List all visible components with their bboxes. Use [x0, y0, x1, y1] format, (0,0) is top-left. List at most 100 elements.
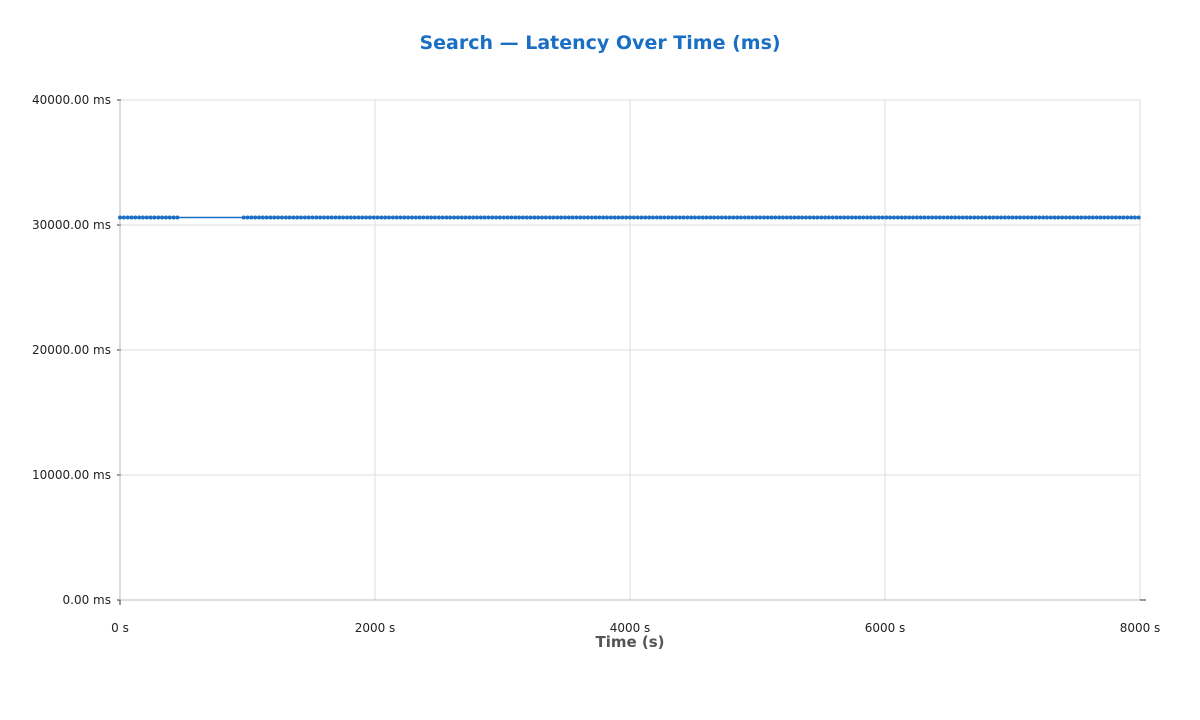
data-point [171, 215, 176, 220]
y-tick-label: 40000.00 ms [32, 93, 111, 107]
data-point [777, 215, 782, 220]
data-point [1029, 215, 1034, 220]
data-point [1044, 215, 1049, 220]
data-point [429, 215, 434, 220]
data-point [1090, 215, 1095, 220]
data-point [1117, 215, 1122, 220]
data-point [612, 215, 617, 220]
data-point [865, 215, 870, 220]
data-point [1087, 215, 1091, 220]
data-point [796, 215, 801, 220]
data-point [375, 215, 380, 220]
data-point [1060, 215, 1065, 220]
data-point [268, 215, 273, 220]
data-point [306, 215, 311, 220]
data-point [624, 215, 629, 220]
data-point [750, 215, 755, 220]
data-point [834, 215, 839, 220]
x-tick-label: 8000 s [1120, 621, 1161, 635]
data-point [914, 215, 919, 220]
data-point [121, 215, 126, 220]
data-point [494, 215, 499, 220]
data-point [387, 215, 391, 220]
data-point [563, 215, 567, 220]
data-point [800, 215, 805, 220]
data-point [685, 215, 690, 220]
x-tick-label: 0 s [111, 621, 129, 635]
data-point [513, 215, 518, 220]
data-point [647, 215, 652, 220]
data-point [156, 215, 161, 220]
data-point [1010, 215, 1015, 220]
data-point [995, 215, 1000, 220]
data-point [662, 215, 667, 220]
data-point [620, 215, 625, 220]
data-point [635, 215, 640, 220]
data-point [934, 215, 938, 220]
data-point [960, 215, 965, 220]
data-point [945, 215, 950, 220]
data-point [371, 215, 376, 220]
data-point [941, 215, 946, 220]
data-point [830, 215, 835, 220]
data-point [1006, 215, 1011, 220]
data-point [1094, 215, 1099, 220]
data-point [295, 215, 300, 220]
data-point [524, 215, 529, 220]
data-point [160, 215, 165, 220]
data-point [773, 215, 778, 220]
data-point [167, 215, 172, 220]
data-point [723, 215, 728, 220]
data-point [1121, 215, 1126, 220]
data-point [926, 215, 931, 220]
data-point [1014, 215, 1019, 220]
data-point [390, 215, 395, 220]
data-point [1071, 215, 1076, 220]
data-point [329, 215, 334, 220]
data-point [264, 215, 269, 220]
data-point [1136, 215, 1141, 220]
data-point [279, 215, 284, 220]
data-point [628, 215, 632, 220]
data-point [1106, 215, 1111, 220]
data-point [605, 215, 609, 220]
data-point [440, 215, 445, 220]
data-point [585, 215, 590, 220]
data-point [337, 215, 342, 220]
data-point [1083, 215, 1088, 220]
data-point [823, 215, 828, 220]
data-point [536, 215, 541, 220]
data-point [551, 215, 556, 220]
x-axis-label: Time (s) [595, 633, 664, 651]
data-point [302, 215, 307, 220]
data-point [245, 215, 250, 220]
data-point [696, 215, 701, 220]
data-point [857, 215, 862, 220]
data-point [520, 215, 525, 220]
data-point [899, 215, 904, 220]
data-point [398, 215, 403, 220]
data-point [283, 215, 288, 220]
data-point [1125, 215, 1130, 220]
data-point [455, 215, 460, 220]
data-point [1037, 215, 1042, 220]
data-point [758, 215, 762, 220]
data-point [345, 215, 349, 220]
data-point [670, 215, 675, 220]
data-point [601, 215, 606, 220]
data-point [410, 215, 414, 220]
data-point [148, 215, 153, 220]
data-point [547, 215, 552, 220]
x-tick-label: 6000 s [865, 621, 906, 635]
data-point [570, 215, 575, 220]
data-point [846, 215, 850, 220]
series-latency [118, 215, 1141, 220]
data-point [937, 215, 942, 220]
data-point [417, 215, 422, 220]
data-point [482, 215, 487, 220]
data-point [364, 215, 369, 220]
data-point [589, 215, 594, 220]
data-point [325, 215, 330, 220]
data-point [532, 215, 537, 220]
data-point [163, 215, 168, 220]
